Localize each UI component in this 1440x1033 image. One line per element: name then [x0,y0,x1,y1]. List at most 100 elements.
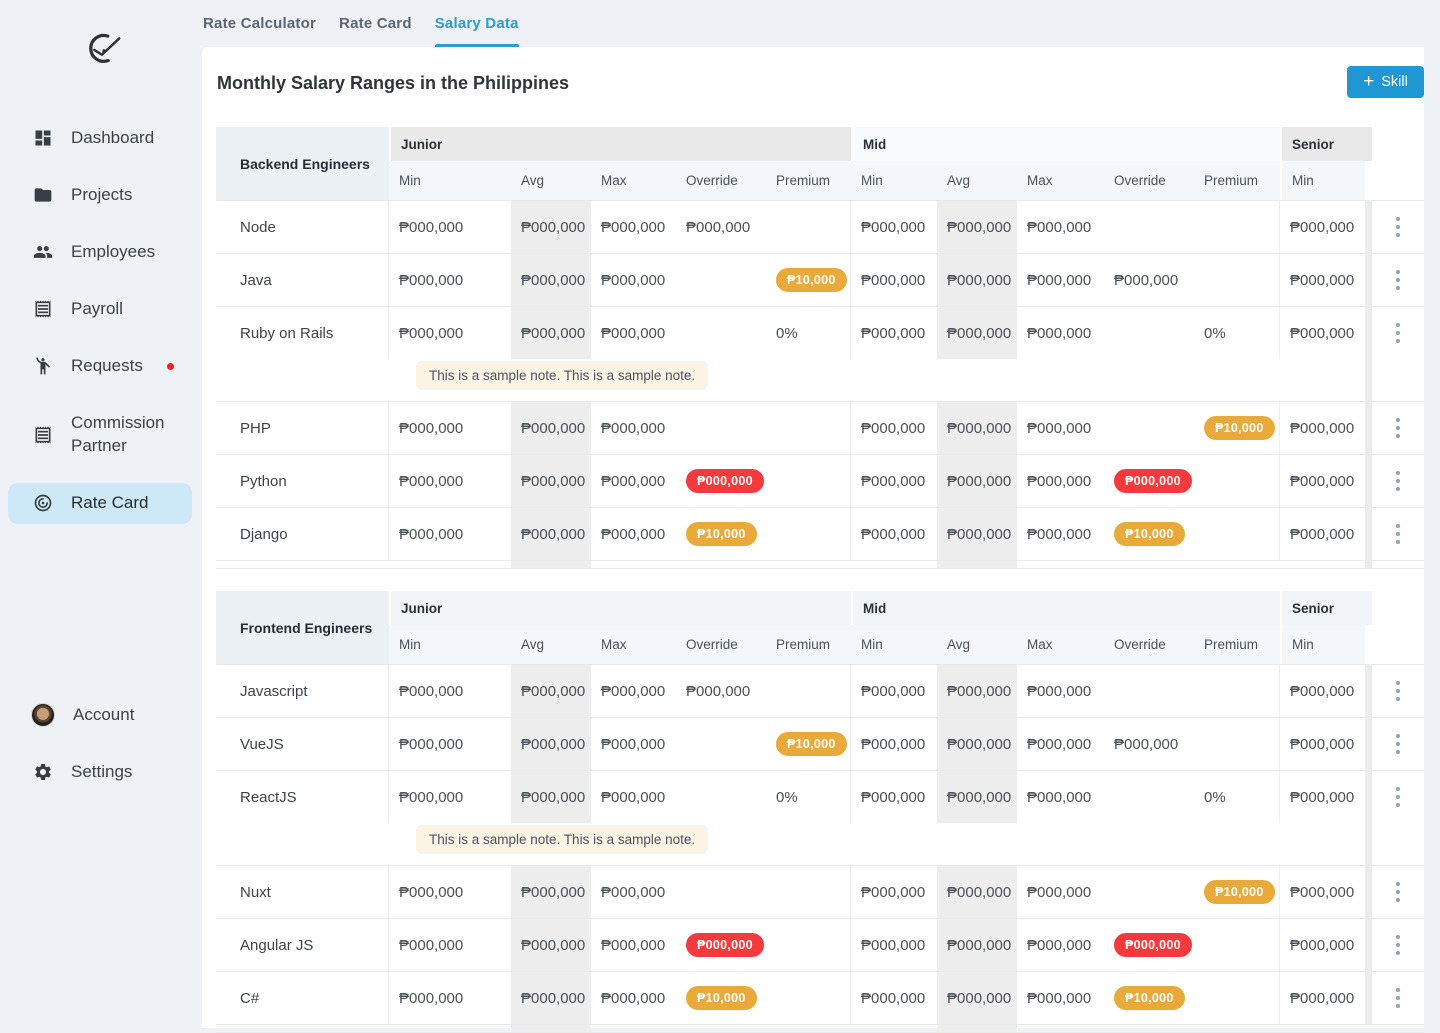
salary-value: ₱000,000 [861,525,926,543]
row-menu [1372,665,1424,717]
sidebar-item-label: Dashboard [71,128,155,147]
salary-badge: ₱000,000 [1114,469,1192,493]
salary-cell: ₱000,000 [851,919,937,971]
sidebar-item-label: Account [73,704,135,724]
salary-badge: ₱10,000 [776,732,847,756]
column-group-label: Mid [851,127,1280,161]
row-menu [1372,307,1424,359]
salary-cell [676,866,766,918]
salary-value: ₱000,000 [601,525,666,543]
column-label: Avg [937,161,1017,200]
row-menu-button[interactable] [1382,778,1414,816]
folder-icon [33,185,53,205]
table-scrollbar[interactable] [1365,455,1372,507]
header-gap [1365,161,1372,200]
sidebar-item-payroll[interactable]: Payroll [0,289,200,330]
skill-name: Django [216,508,389,560]
row-menu-button[interactable] [1382,725,1414,763]
receipt-icon [33,425,53,445]
row-menu-button[interactable] [1382,926,1414,964]
sidebar-item-rate-card[interactable]: Rate Card [8,482,192,524]
skill-name: Java [216,254,389,306]
column-label: Min [389,161,511,200]
column-label: Premium [1194,161,1280,200]
salary-cell: ₱000,000 [511,508,591,560]
table-scrollbar[interactable] [1365,665,1372,717]
salary-cell: ₱000,000 [389,972,511,1024]
salary-value: ₱000,000 [861,324,926,342]
tab-salary-data[interactable]: Salary Data [434,0,519,47]
tab-rate-calculator[interactable]: Rate Calculator [203,15,317,32]
table-scrollbar[interactable] [1365,718,1372,770]
salary-cell: ₱000,000 [389,508,511,560]
salary-cell [1104,402,1194,454]
salary-value: ₱000,000 [861,788,926,806]
row-menu [1372,201,1424,253]
row-menu-button[interactable] [1382,515,1414,553]
salary-cell: ₱10,000 [676,972,766,1024]
table-scrollbar[interactable] [1365,254,1372,306]
row-menu-button[interactable] [1382,873,1414,911]
salary-badge: ₱000,000 [686,933,764,957]
table-scrollbar[interactable] [1365,771,1372,865]
table-scrollbar[interactable] [1365,972,1372,1024]
salary-cell: ₱000,000 [1280,201,1365,253]
table-row: Java ₱000,000 ₱000,000 ₱000,000 ₱10,000 ₱000,… [216,254,1424,307]
avg-stripe [937,1025,1017,1032]
table-header: Frontend Engineers Junior Min Avg Max Overrid… [216,591,1424,665]
table-scrollbar[interactable] [1365,402,1372,454]
sidebar-item-account[interactable]: Account [0,694,200,736]
row-menu-button[interactable] [1382,314,1414,352]
salary-value: 0% [1204,324,1226,342]
salary-badge: ₱000,000 [686,469,764,493]
row-menu-button[interactable] [1382,409,1414,447]
table-scrollbar[interactable] [1365,561,1372,568]
salary-value: 0% [776,324,798,342]
sidebar-item-projects[interactable]: Projects [0,175,200,216]
salary-cell: ₱000,000 [676,665,766,717]
salary-cell: ₱000,000 [937,307,1017,359]
row-menu-button[interactable] [1382,261,1414,299]
table-scrollbar[interactable] [1365,508,1372,560]
cutoff-row [216,561,1424,569]
salary-value: ₱000,000 [399,735,464,753]
salary-cell: ₱000,000 [1017,201,1104,253]
table-scrollbar[interactable] [1365,866,1372,918]
sidebar-item-requests[interactable]: Requests [0,346,200,387]
salary-cell: ₱10,000 [1194,402,1280,454]
add-skill-button[interactable]: + Skill [1347,66,1424,98]
row-menu-button[interactable] [1382,462,1414,500]
column-label: Avg [511,161,591,200]
table-scrollbar[interactable] [1365,307,1372,401]
skill-name: Javascript [216,665,389,717]
salary-value: ₱000,000 [947,271,1012,289]
salary-value: ₱000,000 [399,419,464,437]
add-skill-label: Skill [1381,74,1408,90]
salary-cell: ₱000,000 [1017,508,1104,560]
salary-value: ₱000,000 [521,682,586,700]
skill-name: Node [216,201,389,253]
salary-value: ₱000,000 [1027,472,1092,490]
salary-cell: ₱000,000 [851,455,937,507]
tab-rate-card[interactable]: Rate Card [339,15,412,32]
sidebar-item-settings[interactable]: Settings [0,752,200,793]
sidebar-item-commission-partner[interactable]: Commission Partner [0,403,200,467]
sidebar-item-dashboard[interactable]: Dashboard [0,118,200,159]
sidebar-item-employees[interactable]: Employees [0,232,200,273]
salary-cell [766,866,851,918]
row-menu-button[interactable] [1382,979,1414,1017]
salary-cell: ₱000,000 [389,201,511,253]
salary-cell: ₱000,000 [389,771,511,823]
salary-cell [1194,919,1280,971]
salary-cell: ₱000,000 [389,254,511,306]
salary-value: ₱000,000 [861,735,926,753]
table-scrollbar[interactable] [1365,201,1372,253]
salary-cell: ₱000,000 [389,665,511,717]
salary-value: ₱000,000 [1290,989,1355,1007]
row-menu-button[interactable] [1382,672,1414,710]
salary-cell [1194,254,1280,306]
table-scrollbar[interactable] [1365,919,1372,971]
salary-cell: ₱000,000 [591,307,676,359]
row-menu-button[interactable] [1382,208,1414,246]
salary-cell: ₱000,000 [389,402,511,454]
